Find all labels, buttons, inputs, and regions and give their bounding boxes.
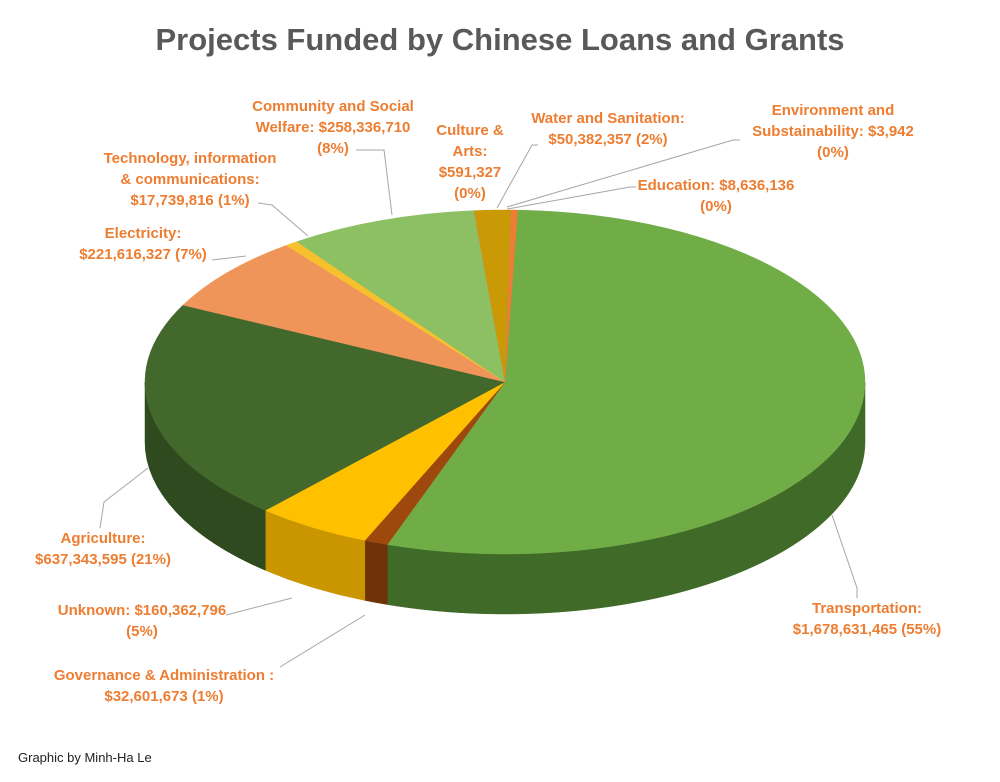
leader-line [506,186,636,210]
chart-title: Projects Funded by Chinese Loans and Gra… [155,22,845,57]
data-label: Transportation: $1,678,631,465 (55%) [792,600,942,638]
leader-line [831,514,858,598]
leader-line [257,202,309,237]
pie-slice [296,210,506,383]
data-label: Governance & Administration : $32,601,67… [53,667,275,705]
pie-tops [144,209,866,555]
data-label: Agriculture: $637,343,595 (21%) [35,530,171,568]
leader-line [356,149,393,216]
data-label: Culture & Arts: $591,327 (0%) [436,122,504,202]
leader-line [496,144,538,209]
data-label: Environment and Substainability: $3,942 … [752,102,914,161]
leader-line [279,614,366,668]
data-label: Community and Social Welfare: $258,336,7… [252,98,414,157]
leader-line [225,597,293,616]
credit-text: Graphic by Minh-Ha Le [18,750,152,765]
pie-slice [504,209,518,383]
pie-slice [182,245,506,383]
pie-slice-side [364,540,388,605]
leader-line [211,255,247,261]
leader-lines [99,139,858,668]
pie-slice [144,304,506,511]
data-label: Unknown: $160,362,796 (5%) [57,602,227,640]
leader-line [99,467,149,529]
data-label: Electricity: $221,616,327 (7%) [79,225,207,263]
pie-slice [386,209,866,555]
leader-line [506,139,740,208]
data-label: Education: $8,636,136 (0%) [637,177,795,215]
data-label: Technology, information & communications… [103,150,277,209]
pie-sides [144,381,866,615]
data-label: Water and Sanitation: $50,382,357 (2%) [531,110,685,148]
